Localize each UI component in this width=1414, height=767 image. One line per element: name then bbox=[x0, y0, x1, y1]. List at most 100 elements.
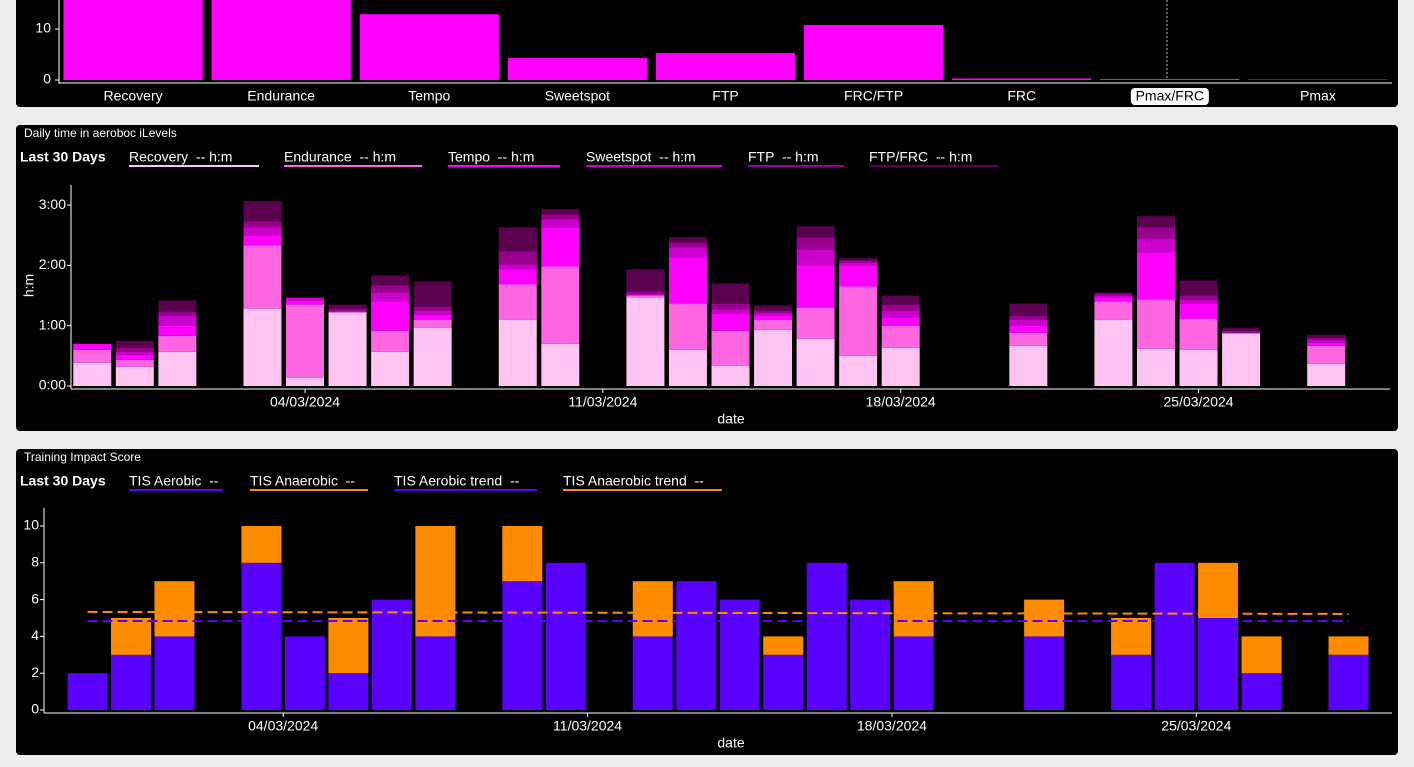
bar-segment bbox=[632, 581, 673, 637]
chart-title: Training Impact Score bbox=[24, 450, 141, 464]
bar-segment bbox=[1009, 319, 1048, 326]
bar-segment bbox=[1179, 318, 1218, 350]
bar-segment bbox=[1307, 337, 1346, 340]
bar-segment bbox=[371, 275, 410, 286]
trend-line bbox=[87, 610, 1349, 615]
bar-segment bbox=[115, 351, 154, 355]
bar-segment bbox=[839, 260, 878, 263]
bar-segment bbox=[1136, 348, 1175, 386]
bar-segment bbox=[668, 242, 707, 248]
bar-segment bbox=[839, 262, 878, 266]
legend-entry: Recovery -- h:m bbox=[129, 149, 232, 165]
legend-entry: FTP -- h:m bbox=[748, 149, 819, 165]
x-tick-label: FTP bbox=[712, 88, 738, 104]
bar-segment bbox=[850, 599, 891, 710]
bar-segment bbox=[881, 310, 920, 318]
y-tick-label: 0 bbox=[43, 71, 51, 87]
bar-segment bbox=[1094, 319, 1133, 386]
bar-segment bbox=[1307, 339, 1346, 343]
bar-segment bbox=[541, 214, 580, 220]
bar-segment bbox=[413, 281, 452, 307]
bar-segment bbox=[371, 351, 410, 386]
y-tick-label: 3:00 bbox=[39, 196, 66, 212]
bar-segment bbox=[243, 227, 282, 236]
bar-segment bbox=[371, 285, 410, 293]
bar-segment bbox=[284, 636, 325, 710]
x-tick-label: 25/03/2024 bbox=[1161, 718, 1231, 734]
x-tick-label: 18/03/2024 bbox=[866, 394, 936, 410]
bar-segment bbox=[754, 305, 793, 311]
bar-segment bbox=[110, 654, 151, 710]
bar-segment bbox=[839, 286, 878, 356]
legend-entry: TIS Anaerobic -- bbox=[250, 473, 355, 489]
y-tick-label: 10 bbox=[35, 20, 51, 36]
bar-segment bbox=[1222, 333, 1261, 386]
bar-segment bbox=[1009, 315, 1048, 320]
bar-segment bbox=[668, 247, 707, 258]
bar-segment bbox=[1024, 599, 1065, 637]
bar-segment bbox=[626, 295, 665, 298]
bar-segment bbox=[754, 315, 793, 320]
bar-segment bbox=[1198, 562, 1239, 618]
bar-segment bbox=[243, 201, 282, 222]
bar-segment bbox=[1009, 332, 1048, 346]
legend-entry: Tempo -- h:m bbox=[448, 149, 534, 165]
bar bbox=[507, 58, 648, 80]
bar-segment bbox=[1222, 330, 1261, 333]
bar-segment bbox=[110, 618, 151, 655]
bar-segment bbox=[328, 311, 367, 313]
bar-segment bbox=[243, 245, 282, 309]
bar bbox=[952, 78, 1092, 80]
x-tick-label: Recovery bbox=[103, 88, 162, 104]
bar-segment bbox=[328, 308, 367, 312]
bar-segment bbox=[1328, 636, 1369, 655]
bar-segment bbox=[1136, 299, 1175, 349]
bar-segment bbox=[413, 314, 452, 320]
y-tick-label: 2:00 bbox=[39, 256, 66, 272]
bar-segment bbox=[115, 347, 154, 352]
y-tick-label: 0:00 bbox=[39, 377, 66, 393]
bar-segment bbox=[154, 581, 195, 637]
x-tick-label: Pmax bbox=[1300, 88, 1336, 104]
bar-segment bbox=[243, 235, 282, 246]
bar-segment bbox=[1136, 227, 1175, 239]
x-tick-label: 25/03/2024 bbox=[1163, 394, 1233, 410]
legend-entry: FTP/FRC -- h:m bbox=[869, 149, 972, 165]
bar-segment bbox=[711, 365, 750, 386]
bar-segment bbox=[626, 269, 665, 292]
bar-segment bbox=[796, 237, 835, 250]
bar-segment bbox=[541, 219, 580, 228]
bar-segment bbox=[541, 227, 580, 267]
bar-segment bbox=[286, 377, 325, 386]
bar-segment bbox=[626, 291, 665, 295]
x-tick-label: Pmax/FRC bbox=[1136, 88, 1204, 104]
bar-segment bbox=[371, 330, 410, 352]
bar bbox=[63, 0, 203, 81]
bar-segment bbox=[1241, 636, 1282, 674]
x-tick-label: 11/03/2024 bbox=[553, 718, 622, 734]
x-axis-label: date bbox=[717, 735, 744, 751]
bar-segment bbox=[754, 312, 793, 316]
bar-segment bbox=[241, 526, 282, 563]
bar-segment bbox=[668, 303, 707, 350]
bar-segment bbox=[415, 636, 456, 710]
bar-segment bbox=[1111, 618, 1152, 655]
bar-segment bbox=[881, 295, 920, 305]
bar-segment bbox=[711, 283, 750, 304]
bar-segment bbox=[371, 292, 410, 302]
bar-segment bbox=[711, 330, 750, 366]
bar-segment bbox=[626, 297, 665, 386]
hover-label-box bbox=[1130, 88, 1209, 105]
bar-segment bbox=[754, 319, 793, 330]
bar-segment bbox=[1009, 345, 1048, 386]
bar-segment bbox=[881, 317, 920, 326]
bar-segment bbox=[328, 618, 369, 674]
bar-segment bbox=[839, 355, 878, 386]
bar-segment bbox=[1179, 303, 1218, 319]
bar-segment bbox=[1222, 327, 1261, 331]
legend-entry: TIS Anaerobic trend -- bbox=[563, 473, 704, 489]
bar-segment bbox=[893, 636, 934, 710]
bar-segment bbox=[1307, 363, 1346, 386]
